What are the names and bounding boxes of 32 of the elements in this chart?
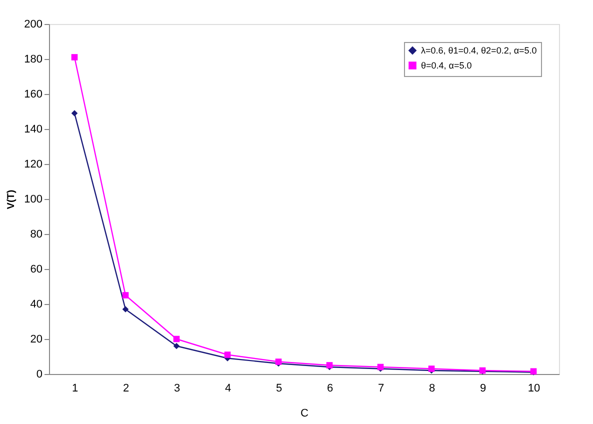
y-tick-label: 200 [24, 18, 42, 30]
x-tick-label: 8 [428, 382, 436, 394]
point [173, 336, 180, 342]
x-axis-title: C [300, 408, 309, 420]
y-tick-label: 60 [30, 264, 42, 276]
x-tick-label: 2 [122, 382, 130, 394]
y-axis-title: V(T) [6, 190, 18, 210]
x-tick-label: 3 [174, 382, 180, 394]
x-tick-label: 6 [326, 382, 334, 394]
point [122, 306, 129, 312]
point [173, 342, 180, 350]
y-tick-label: 160 [24, 88, 42, 100]
legend-label: λ=0.6, θ1=0.4, θ2=0.2, α=5.0 [421, 46, 537, 56]
y-tick-label: 40 [30, 298, 42, 310]
x-tick-label: 10 [528, 382, 540, 394]
y-tick-label: 20 [30, 334, 42, 346]
y-tick-label: 140 [24, 124, 42, 136]
legend-label: θ=0.4, α=5.0 [421, 60, 472, 70]
x-tick-label: 9 [480, 382, 486, 394]
y-tick-label: 80 [30, 228, 42, 240]
point [71, 54, 78, 60]
point [122, 292, 129, 298]
y-tick-label: 100 [24, 194, 42, 206]
y-tick-label: 180 [24, 54, 42, 66]
y-tick-label: 120 [24, 158, 42, 170]
x-tick-label: 7 [378, 382, 384, 394]
y-tick-label: 0 [36, 368, 42, 380]
x-tick-label: 5 [276, 382, 282, 394]
x-tick-label: 4 [224, 382, 232, 394]
x-tick-label: 1 [72, 382, 78, 394]
point [71, 110, 78, 116]
point [224, 352, 231, 358]
